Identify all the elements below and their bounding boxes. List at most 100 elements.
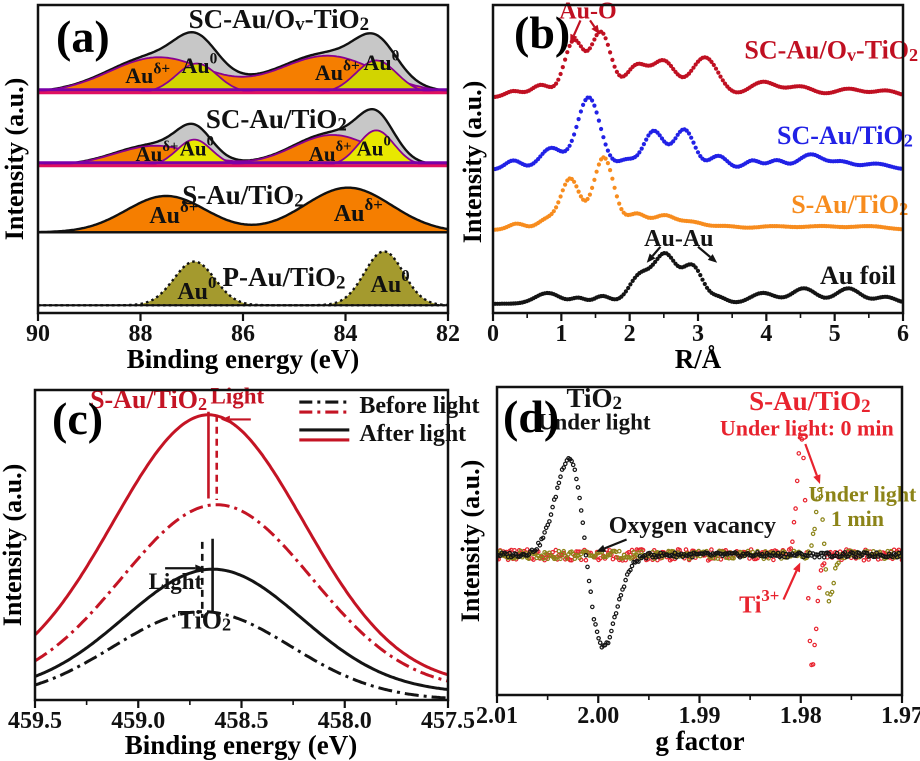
annotation: P-Au/TiO2 [223, 262, 346, 293]
annotation-arrowhead [646, 253, 656, 263]
x-axis-tick-label: 6 [897, 321, 909, 347]
annotation: Auδ+ [149, 197, 198, 229]
annotation-arrow [572, 19, 582, 36]
panel-a-curves [39, 30, 447, 307]
annotation-arrowhead [707, 254, 718, 263]
x-axis-tick-label: 1.97 [881, 703, 920, 729]
annotation: Auδ+ [315, 57, 360, 85]
trace-TiO2-after-light [36, 567, 447, 691]
annotation-arrowhead [793, 562, 801, 573]
annotation: SC-Au/Ov-TiO2 [744, 36, 918, 65]
annotation-arrowhead [596, 544, 606, 552]
annotation: Auδ+ [334, 195, 383, 227]
annotation: Auδ+ [125, 60, 170, 88]
annotation-arrowhead [813, 474, 821, 485]
legend-label: Before light [359, 393, 479, 419]
x-axis-tick-label: 4 [760, 321, 772, 347]
x-axis-tick-label: 82 [436, 321, 460, 347]
annotation: Au foil [820, 261, 896, 290]
annotation: SC-Au/TiO2 [206, 104, 347, 135]
annotation: TiO2 [178, 605, 231, 634]
annotation-arrow [589, 19, 596, 28]
annotation: Au0 [357, 134, 391, 160]
panel-b-letter: (b) [514, 7, 571, 58]
x-axis-tick-label: 459.5 [8, 708, 62, 734]
panel-d-xlabel: g factor [655, 726, 745, 756]
annotation-arrowhead [195, 564, 205, 573]
annotation: Under light [809, 481, 917, 506]
annotation: S-Au/TiO2 [182, 180, 304, 211]
panel-b-xlabel: R/Å [674, 344, 722, 374]
panel-a-xlabel: Binding energy (eV) [126, 344, 360, 374]
x-axis-tick-label: 88 [129, 321, 153, 347]
panel-a-ylabel: Intensity (a.u.) [0, 77, 29, 241]
panel-c-ylabel: Intensity (a.u.) [0, 463, 27, 627]
x-axis-tick-label: 457.5 [421, 708, 475, 734]
annotation: 1 min [831, 506, 884, 531]
x-axis-tick-label: 90 [26, 321, 50, 347]
annotation: Au0 [371, 266, 410, 298]
panel-d-curves [498, 433, 901, 668]
annotation: Under light [538, 410, 651, 435]
annotation: Oxygen vacancy [609, 513, 776, 539]
annotation: Light [149, 569, 203, 594]
panel-d-ylabel: Intensity (a.u.) [456, 459, 485, 623]
annotation: S-Au/TiO2 [791, 190, 908, 219]
annotation-arrowhead [570, 33, 578, 44]
annotation: Au0 [180, 134, 214, 160]
annotation-arrow [804, 443, 818, 476]
panel-c-curves [36, 413, 447, 699]
trace-S-Au-TiO2-before-light [36, 503, 447, 683]
annotation: Au0 [177, 273, 216, 305]
x-axis-tick-label: 1 [555, 321, 567, 347]
annotation-arrow [604, 538, 628, 550]
annotation: Au0 [182, 50, 218, 78]
annotation: SC-Au/TiO2 [777, 121, 913, 150]
trace-Au-foil [494, 251, 902, 306]
annotation: Ti3+ [739, 586, 779, 618]
panel-a-letter: (a) [56, 11, 110, 62]
annotation: Auδ+ [309, 139, 352, 165]
x-axis-tick-label: 2.00 [577, 703, 619, 729]
panel-b-ylabel: Intensity (a.u.) [458, 80, 487, 244]
trace-SC-Au-Ov-TiO2 [494, 29, 902, 99]
x-axis-tick-label: 458.0 [318, 708, 372, 734]
x-axis-tick-label: 0 [487, 321, 499, 347]
trace-S-Au-TiO2 [494, 155, 902, 232]
x-axis-tick-label: 84 [334, 321, 358, 347]
annotation: Au0 [363, 47, 399, 75]
legend-label: After light [359, 420, 466, 446]
x-axis-tick-label: 3 [692, 321, 704, 347]
annotation-arrowhead [220, 415, 230, 424]
x-axis-tick-label: 2 [624, 321, 636, 347]
trace-S-Au-TiO2-after-light [36, 413, 447, 677]
x-axis-tick-label: 458.5 [215, 708, 269, 734]
panel-b-curves [494, 29, 902, 306]
annotation-arrow [651, 246, 662, 257]
trace-TiO2-under-light [498, 455, 901, 650]
annotation-arrow [697, 245, 711, 258]
x-axis-tick-label: 2.01 [476, 703, 518, 729]
annotation: Light [211, 384, 265, 409]
annotation: Under light: 0 min [720, 416, 894, 441]
x-axis-tick-label: 5 [829, 321, 841, 347]
annotation: SC-Au/Ov-TiO2 [189, 4, 369, 35]
trace-S-Au-TiO2 [39, 186, 447, 234]
panel-c-xlabel: Binding energy (eV) [124, 730, 358, 760]
annotation-arrowhead [591, 24, 600, 35]
annotation: Au-Au [644, 226, 713, 252]
x-axis-tick-label: 1.98 [780, 703, 822, 729]
x-axis-tick-label: 459.0 [111, 708, 165, 734]
panel-d-letter: (d) [503, 391, 560, 442]
panel-c-letter: (c) [52, 393, 104, 444]
trace-SC-Au-TiO2 [494, 95, 902, 172]
annotation: Auδ+ [135, 139, 178, 165]
trace-S-Au-TiO2-under-light-0min [498, 433, 901, 668]
x-axis-tick-label: 86 [231, 321, 255, 347]
trace-TiO2-before-light [36, 610, 447, 699]
